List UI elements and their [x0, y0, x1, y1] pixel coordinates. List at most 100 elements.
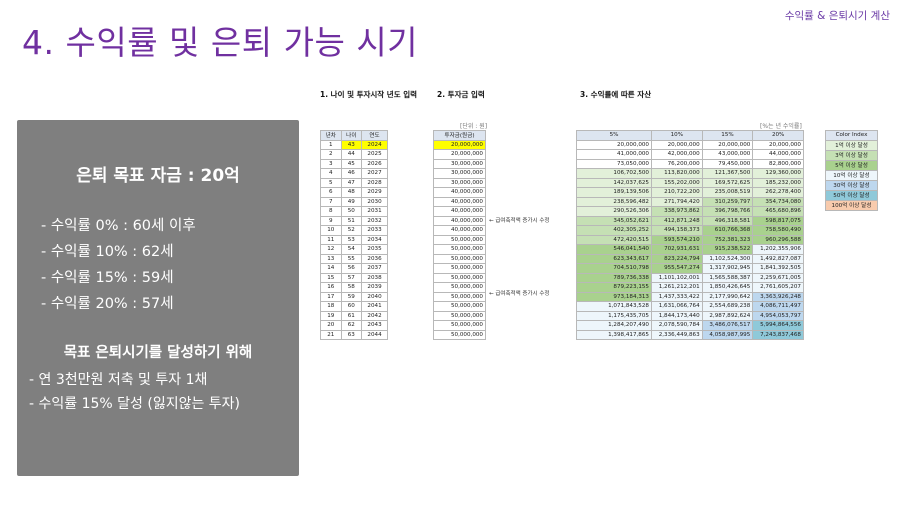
table-cell[interactable]: 50,000,000	[433, 291, 486, 302]
table-cell[interactable]: 2,336,449,863	[651, 329, 703, 340]
table-cell[interactable]: 21	[320, 329, 342, 340]
table-cell[interactable]: 496,318,581	[701, 215, 754, 226]
table-cell[interactable]: 2,259,671,005	[752, 272, 804, 283]
table-cell[interactable]: 238,596,482	[576, 196, 652, 207]
table-cell[interactable]: 51	[340, 215, 363, 226]
table-cell[interactable]: 702,931,631	[651, 244, 703, 255]
table-cell[interactable]: 6	[320, 187, 342, 198]
table-cell[interactable]: 338,973,862	[651, 206, 703, 217]
table-cell[interactable]: 593,574,210	[651, 234, 703, 245]
table-cell[interactable]: 9	[320, 215, 342, 226]
table-cell[interactable]: 345,052,621	[576, 215, 652, 226]
table-cell[interactable]: 1,102,524,300	[701, 253, 754, 264]
table-cell[interactable]: 2025	[361, 149, 388, 160]
table-cell[interactable]: 402,305,252	[576, 225, 652, 236]
table-cell[interactable]: 290,526,306	[576, 206, 652, 217]
table-cell[interactable]: 169,572,625	[701, 177, 754, 188]
table-cell[interactable]: 310,259,797	[701, 196, 754, 207]
table-cell[interactable]: 271,794,420	[651, 196, 703, 207]
table-cell[interactable]: 1,398,417,865	[576, 329, 652, 340]
table-cell[interactable]: 19	[320, 310, 342, 321]
table-cell[interactable]: 17	[320, 291, 342, 302]
table-cell[interactable]: 30,000,000	[433, 168, 486, 179]
table-cell[interactable]: 16	[320, 282, 342, 293]
table-cell[interactable]: 106,702,500	[576, 168, 652, 179]
table-cell[interactable]: 73,050,000	[576, 158, 652, 169]
table-cell[interactable]: 20,000,000	[576, 139, 652, 150]
table-cell[interactable]: 2028	[361, 177, 388, 188]
table-cell[interactable]: 623,343,617	[576, 253, 652, 264]
table-cell[interactable]: 142,037,625	[576, 177, 652, 188]
table-cell[interactable]: 50,000,000	[433, 244, 486, 255]
table-cell[interactable]: 1,261,212,201	[651, 282, 703, 293]
table-cell[interactable]: 2032	[361, 215, 388, 226]
table-cell[interactable]: 20,000,000	[701, 139, 754, 150]
table-cell[interactable]: 752,381,323	[701, 234, 754, 245]
table-cell[interactable]: 2030	[361, 196, 388, 207]
table-cell[interactable]: 396,798,766	[701, 206, 754, 217]
table-cell[interactable]: 2036	[361, 253, 388, 264]
table-cell[interactable]: 704,510,798	[576, 263, 652, 274]
table-cell[interactable]: 11	[320, 234, 342, 245]
table-cell[interactable]: 210,722,200	[651, 187, 703, 198]
table-cell[interactable]: 7	[320, 196, 342, 207]
table-cell[interactable]: 50,000,000	[433, 301, 486, 312]
table-cell[interactable]: 60	[340, 301, 363, 312]
table-cell[interactable]: 50,000,000	[433, 253, 486, 264]
table-cell[interactable]: 4,954,053,797	[752, 310, 804, 321]
table-cell[interactable]: 50,000,000	[433, 320, 486, 331]
table-cell[interactable]: 13	[320, 253, 342, 264]
table-cell[interactable]: 789,736,338	[576, 272, 652, 283]
table-cell[interactable]: 2	[320, 149, 342, 160]
table-cell[interactable]: 52	[340, 225, 363, 236]
table-cell[interactable]: 2031	[361, 206, 388, 217]
table-cell[interactable]: 30,000,000	[433, 177, 486, 188]
table-cell[interactable]: 12	[320, 244, 342, 255]
table-cell[interactable]: 1,101,102,001	[651, 272, 703, 283]
table-cell[interactable]: 43,000,000	[701, 149, 754, 160]
table-cell[interactable]: 50,000,000	[433, 310, 486, 321]
table-cell[interactable]: 40,000,000	[433, 196, 486, 207]
table-cell[interactable]: 610,766,368	[701, 225, 754, 236]
table-cell[interactable]: 4,058,987,995	[701, 329, 754, 340]
table-cell[interactable]: 20,000,000	[651, 139, 703, 150]
table-cell[interactable]: 2024	[361, 139, 388, 150]
table-cell[interactable]: 2039	[361, 282, 388, 293]
table-cell[interactable]: 1,631,066,764	[651, 301, 703, 312]
table-cell[interactable]: 44,000,000	[752, 149, 804, 160]
table-cell[interactable]: 2044	[361, 329, 388, 340]
table-cell[interactable]: 2038	[361, 272, 388, 283]
table-cell[interactable]: 2037	[361, 263, 388, 274]
table-cell[interactable]: 1,284,207,490	[576, 320, 652, 331]
table-cell[interactable]: 973,184,313	[576, 291, 652, 302]
table-cell[interactable]: 62	[340, 320, 363, 331]
table-cell[interactable]: 10	[320, 225, 342, 236]
table-cell[interactable]: 30,000,000	[433, 158, 486, 169]
table-cell[interactable]: 5	[320, 177, 342, 188]
table-cell[interactable]: 8	[320, 206, 342, 217]
table-cell[interactable]: 54	[340, 244, 363, 255]
table-cell[interactable]: 185,232,000	[752, 177, 804, 188]
table-cell[interactable]: 2040	[361, 291, 388, 302]
table-cell[interactable]: 1,437,333,422	[651, 291, 703, 302]
table-cell[interactable]: 2035	[361, 244, 388, 255]
table-cell[interactable]: 14	[320, 263, 342, 274]
table-cell[interactable]: 59	[340, 291, 363, 302]
table-cell[interactable]: 50,000,000	[433, 263, 486, 274]
table-cell[interactable]: 46	[340, 168, 363, 179]
table-cell[interactable]: 48	[340, 187, 363, 198]
table-cell[interactable]: 2,554,689,238	[701, 301, 754, 312]
table-cell[interactable]: 53	[340, 234, 363, 245]
table-cell[interactable]: 2026	[361, 158, 388, 169]
table-cell[interactable]: 354,734,080	[752, 196, 804, 207]
table-cell[interactable]: 20,000,000	[433, 149, 486, 160]
table-cell[interactable]: 2,078,590,784	[651, 320, 703, 331]
table-cell[interactable]: 1,565,588,387	[701, 272, 754, 283]
table-cell[interactable]: 2043	[361, 320, 388, 331]
table-cell[interactable]: 79,450,000	[701, 158, 754, 169]
table-cell[interactable]: 2034	[361, 234, 388, 245]
table-cell[interactable]: 235,008,519	[701, 187, 754, 198]
table-cell[interactable]: 262,278,400	[752, 187, 804, 198]
table-cell[interactable]: 412,871,248	[651, 215, 703, 226]
table-cell[interactable]: 113,820,000	[651, 168, 703, 179]
